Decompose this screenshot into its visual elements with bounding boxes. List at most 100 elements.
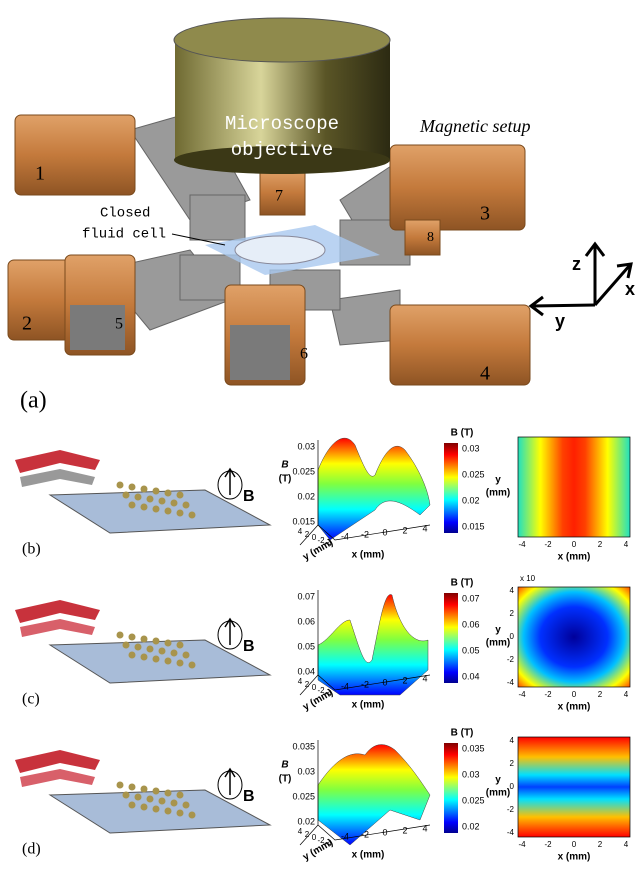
map-x-tick: 0 <box>572 690 577 699</box>
z-tick: 0.03 <box>297 766 315 776</box>
colorbar-tick: 0.02 <box>462 495 480 505</box>
y-tick: 2 <box>305 680 310 689</box>
colorbar-tick: 0.035 <box>462 743 485 753</box>
x-label: x (mm) <box>352 850 385 861</box>
x-label: x (mm) <box>352 550 385 561</box>
x-tick: 4 <box>422 523 427 533</box>
particle <box>129 802 136 809</box>
colorbar-tick: 0.02 <box>462 821 480 831</box>
particle <box>141 786 148 793</box>
map-x-tick: -4 <box>518 840 526 849</box>
map-x-tick: 0 <box>572 540 577 549</box>
panel-label: (b) <box>22 541 41 558</box>
surface <box>318 594 428 695</box>
map-x-tick: 0 <box>572 840 577 849</box>
colorbar-title: B (T) <box>451 578 474 589</box>
heatmap <box>518 587 630 687</box>
coil <box>390 305 530 385</box>
particle <box>141 636 148 643</box>
panel-label: (d) <box>22 841 41 858</box>
map-y-label: (mm) <box>486 488 510 499</box>
particle <box>129 484 136 491</box>
coil-number: 8 <box>427 230 434 245</box>
colorbar-tick: 0.03 <box>462 443 480 453</box>
particle <box>183 652 190 659</box>
colorbar-title: B (T) <box>451 428 474 439</box>
sample <box>235 236 325 264</box>
panel-a: Microscope objective Magnetic setup 1 2 … <box>8 18 635 414</box>
x-tick: 4 <box>422 673 427 683</box>
particle <box>129 784 136 791</box>
particle <box>123 792 130 799</box>
z-label: (T) <box>279 474 292 485</box>
colorbar <box>444 593 458 683</box>
cell-label: fluid cell <box>82 227 166 243</box>
particle <box>153 806 160 813</box>
z-label: B <box>281 460 288 471</box>
map-x-tick: 4 <box>624 690 629 699</box>
x-tick: -2 <box>361 529 369 539</box>
map-y-label: (mm) <box>486 788 510 799</box>
colorbar-tick: 0.05 <box>462 645 480 655</box>
particle <box>177 510 184 517</box>
particle <box>147 496 154 503</box>
z-tick: 0.06 <box>297 616 315 626</box>
x-tick: -4 <box>341 681 349 691</box>
z-label: (T) <box>279 774 292 785</box>
coil-number: 1 <box>35 163 45 185</box>
y-tick: 2 <box>305 530 310 539</box>
z-label: B <box>281 760 288 771</box>
particle <box>165 658 172 665</box>
cell-label: Closed <box>100 206 150 222</box>
coil <box>390 145 525 230</box>
x-tick: -2 <box>361 679 369 689</box>
particle <box>129 634 136 641</box>
field-label: B <box>243 488 255 505</box>
particle <box>135 644 142 651</box>
particle <box>153 506 160 513</box>
particle <box>153 638 160 645</box>
rotation-arrow <box>225 469 235 495</box>
map-x-label: x (mm) <box>558 552 591 563</box>
coil <box>15 115 135 195</box>
particle <box>135 494 142 501</box>
coil-number: 5 <box>115 316 123 333</box>
map-x-label: x (mm) <box>558 852 591 863</box>
z-tick: 0.035 <box>292 741 315 751</box>
map-y-tick: 4 <box>510 586 515 595</box>
particle <box>177 810 184 817</box>
particle <box>153 788 160 795</box>
coil-number: 7 <box>275 188 283 205</box>
particle <box>129 652 136 659</box>
map-x-tick: -2 <box>544 540 552 549</box>
x-tick: -2 <box>361 829 369 839</box>
x-tick: 4 <box>422 823 427 833</box>
particle <box>153 656 160 663</box>
scale-note: x 10 <box>520 574 536 583</box>
particle <box>141 654 148 661</box>
particle <box>141 504 148 511</box>
colorbar-tick: 0.025 <box>462 795 485 805</box>
y-tick: 0 <box>312 533 317 542</box>
particle <box>165 640 172 647</box>
map-x-tick: 4 <box>624 540 629 549</box>
panel: (c)B0.070.060.050.04420-2-4y (mm)-4-2024… <box>15 574 630 713</box>
particle <box>147 646 154 653</box>
x-tick: 2 <box>402 525 407 535</box>
x-tick: 0 <box>382 827 387 837</box>
y-tick: 4 <box>298 827 303 836</box>
colorbar-tick: 0.025 <box>462 469 485 479</box>
map-y-tick: 2 <box>510 759 515 768</box>
particle <box>123 492 130 499</box>
map-y-tick: 4 <box>510 736 515 745</box>
map-y-tick: 0 <box>510 632 515 641</box>
map-x-tick: 2 <box>598 840 603 849</box>
x-tick: 2 <box>402 675 407 685</box>
y-tick: 4 <box>298 677 303 686</box>
axes-icon <box>531 244 631 315</box>
colorbar <box>444 443 458 533</box>
particle <box>141 486 148 493</box>
axis-label: x <box>625 279 635 299</box>
particle <box>135 794 142 801</box>
